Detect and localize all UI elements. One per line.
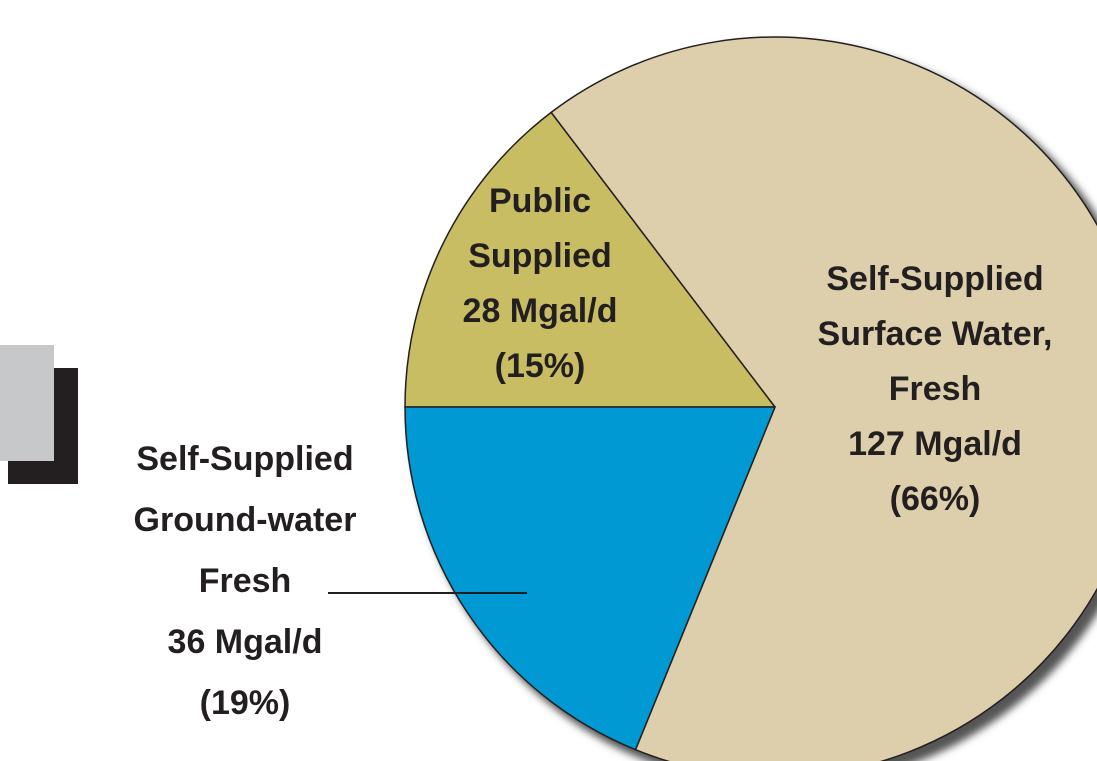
pie-slice bbox=[550, 36, 1097, 761]
pie-slice bbox=[404, 406, 777, 751]
pie bbox=[404, 36, 1097, 761]
value-label: 127 Mgal/d bbox=[848, 425, 1022, 463]
slice-label: Self-Supplied Surface Water, Fresh bbox=[818, 260, 1053, 408]
pie-slice bbox=[404, 111, 777, 408]
slice-label: Self-Supplied Ground-water Fresh bbox=[134, 440, 357, 600]
value-label: 36 Mgal/d bbox=[168, 623, 323, 661]
percent-label: (15%) bbox=[495, 347, 586, 385]
slice-label: Public Supplied bbox=[468, 182, 612, 275]
decor-box bbox=[0, 345, 54, 461]
percent-label: (19%) bbox=[200, 684, 291, 722]
labels: Public Supplied 28 Mgal/d (15%) Self-Supplie… bbox=[134, 182, 1053, 722]
value-label: 28 Mgal/d bbox=[463, 292, 618, 330]
percent-label: (66%) bbox=[890, 480, 981, 518]
